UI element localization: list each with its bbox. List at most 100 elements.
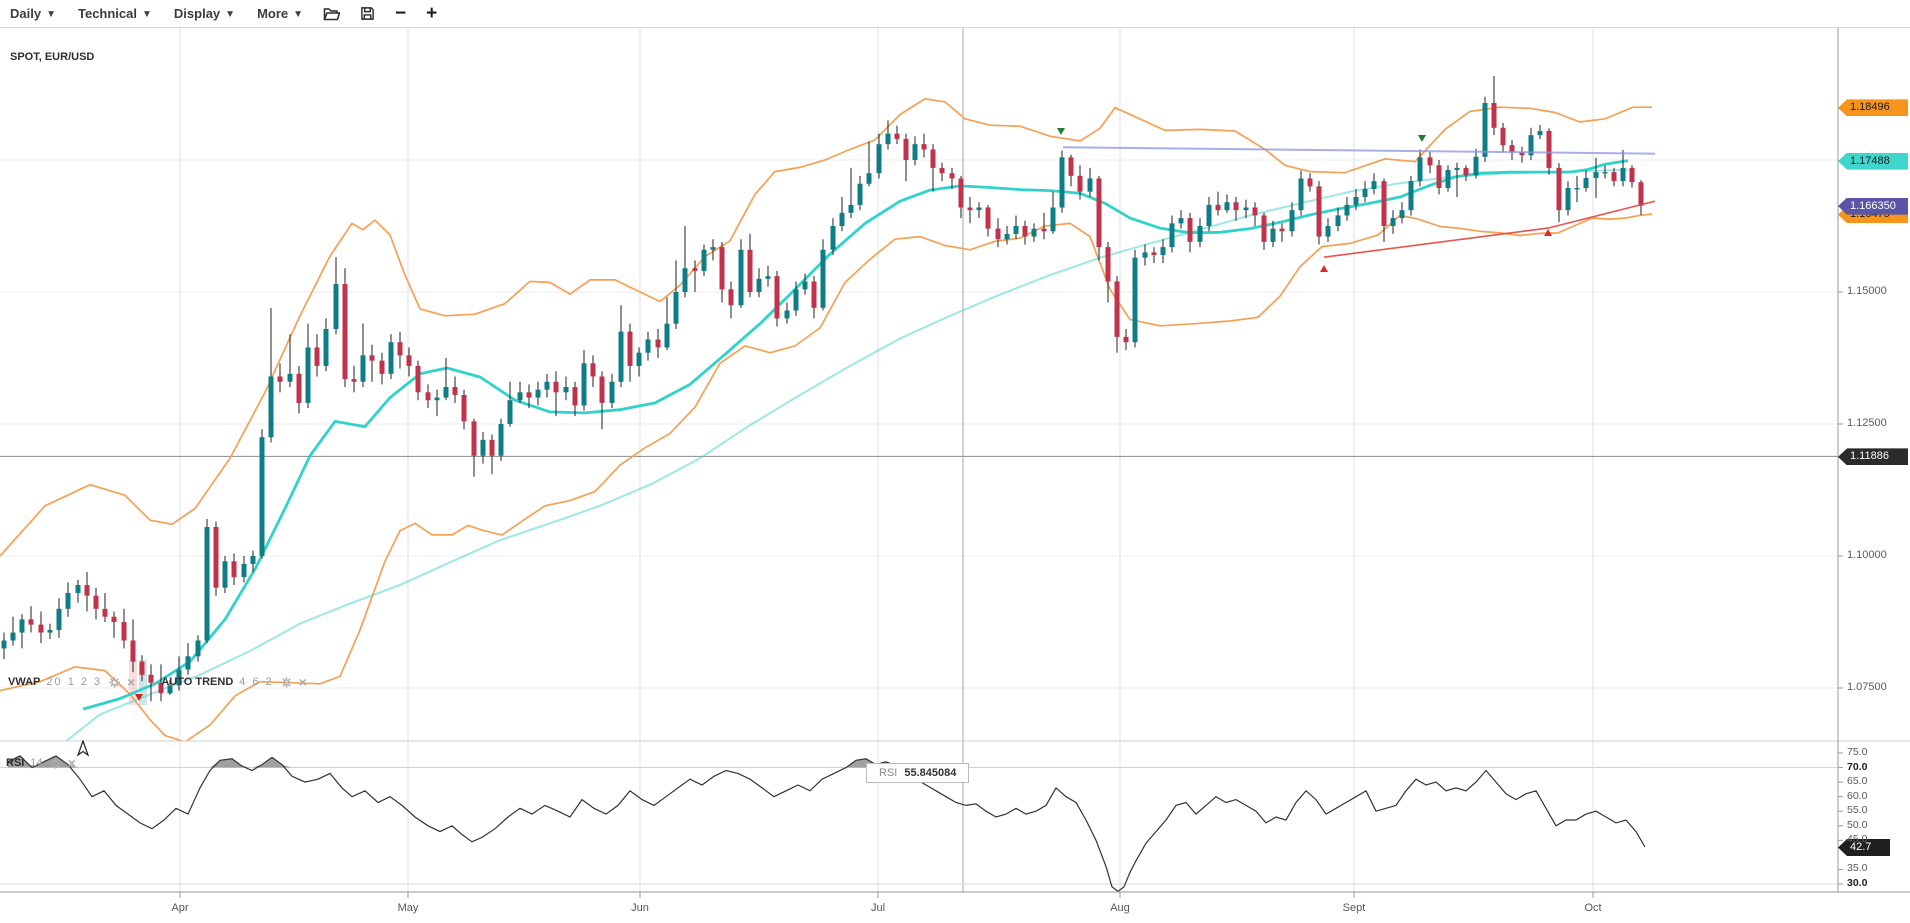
candle-down (1252, 207, 1258, 216)
candle-down (231, 561, 237, 578)
candle-up (1408, 181, 1414, 211)
candle-up (848, 204, 854, 213)
candle-down (277, 376, 283, 382)
candle-up (259, 437, 265, 556)
candle-up (756, 278, 762, 292)
open-file-icon[interactable] (323, 6, 341, 22)
candle-up (176, 669, 182, 686)
candle-down (38, 624, 44, 633)
menu-daily[interactable]: Daily ▼ (10, 6, 56, 21)
candle-up (1243, 207, 1249, 211)
bollinger-lower-band (0, 213, 1653, 741)
candle-up (1362, 189, 1368, 197)
candle-down (139, 661, 145, 675)
candle-down (774, 276, 780, 319)
candle-up (664, 323, 670, 348)
auto-trend-support (1323, 200, 1656, 258)
candle-up (710, 247, 716, 250)
trend-signal-down-triangle-icon (1057, 128, 1065, 135)
candle-up (517, 392, 523, 401)
candle-up (1528, 135, 1534, 156)
candle-down (958, 178, 964, 208)
candle-down (397, 342, 403, 356)
rsi-close-icon[interactable]: × (67, 755, 76, 771)
candle-up (204, 526, 210, 641)
rsi-legend: RSI 14 × (6, 756, 76, 770)
zoom-out-icon[interactable]: − (395, 3, 407, 24)
candle-down (921, 144, 927, 150)
candle-down (1151, 252, 1157, 256)
candle-up (636, 352, 642, 366)
candle-down (1068, 157, 1074, 176)
rsi-settings-gear-icon[interactable] (49, 757, 62, 770)
candle-down (1041, 228, 1047, 232)
save-icon[interactable] (360, 6, 375, 21)
trend-signal-down-triangle-icon (135, 694, 143, 701)
candle-down (84, 585, 90, 596)
vwap-legend-title: VWAP (8, 676, 41, 688)
candle-up (618, 331, 624, 382)
candle-up (1399, 210, 1405, 219)
candle-up (56, 608, 62, 630)
zoom-in-icon[interactable]: + (426, 3, 438, 24)
candle-down (452, 387, 458, 395)
candle-down (379, 360, 385, 374)
candle-up (1445, 170, 1451, 188)
auto-trend-settings-gear-icon[interactable] (280, 676, 293, 689)
menu-display[interactable]: Display ▼ (174, 6, 235, 21)
candle-down (351, 379, 357, 382)
chevron-down-icon: ▼ (142, 9, 152, 20)
candle-down (111, 616, 117, 622)
auto-trend-resistance (1062, 146, 1656, 155)
candle-up (1593, 172, 1599, 178)
candle-up (866, 173, 872, 184)
candle-down (572, 387, 578, 406)
candle-up (19, 619, 25, 633)
vwap-settings-gear-icon[interactable] (108, 676, 121, 689)
menu-technical-label: Technical (77, 6, 137, 21)
candle-down (93, 595, 99, 609)
menu-technical[interactable]: Technical ▼ (78, 6, 152, 21)
rsi-tooltip: RSI 55.845084 (866, 763, 970, 783)
candle-up (10, 632, 16, 641)
candle-up (1537, 130, 1543, 136)
vwap-line (64, 168, 1629, 741)
candle-down (1491, 102, 1497, 128)
auto-trend-close-icon[interactable]: × (298, 674, 307, 690)
candle-down (1279, 228, 1285, 232)
candle-up (544, 381, 550, 390)
candle-down (425, 392, 431, 401)
candle-up (535, 389, 541, 398)
candle-down (102, 608, 108, 617)
candle-down (894, 133, 900, 139)
candle-down (1022, 226, 1028, 237)
candle-up (360, 355, 366, 382)
candle-up (1390, 218, 1396, 226)
candle-down (342, 284, 348, 380)
rsi-tooltip-label: RSI (879, 767, 898, 779)
candle-down (967, 207, 973, 211)
menu-more[interactable]: More ▼ (257, 6, 303, 21)
candle-down (1556, 167, 1562, 211)
candle-down (1611, 172, 1617, 182)
candle-down (930, 149, 936, 168)
candle-up (784, 310, 790, 319)
candle-up (1197, 226, 1203, 242)
candle-up (443, 387, 449, 398)
candle-up (802, 281, 808, 290)
candle-down (1427, 157, 1433, 166)
candle-up (195, 640, 201, 657)
candle-down (1307, 178, 1313, 187)
candle-down (627, 331, 633, 366)
trend-signal-down-triangle-icon (1418, 135, 1426, 142)
candle-down (489, 439, 495, 456)
candle-down (903, 138, 909, 160)
vwap-close-icon[interactable]: × (127, 674, 136, 690)
rsi-legend-params: 14 (30, 757, 43, 769)
candle-down (1187, 218, 1193, 242)
candle-up (1325, 226, 1331, 237)
candle-up (876, 144, 882, 174)
mouse-cursor-icon (76, 740, 90, 757)
